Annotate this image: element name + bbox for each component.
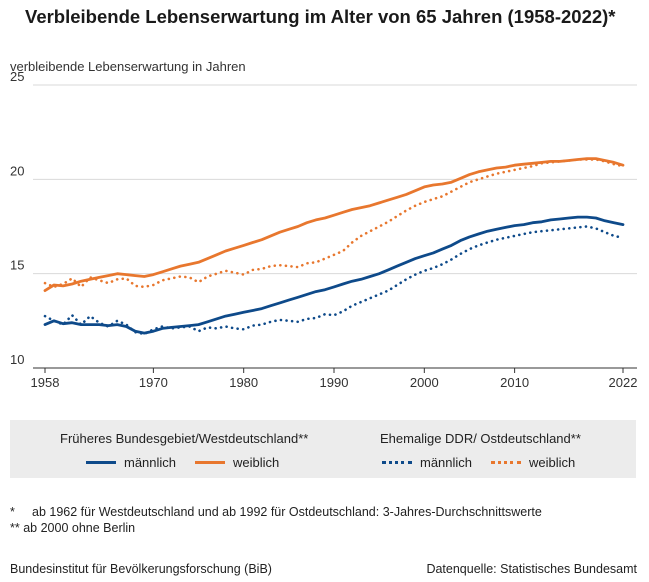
series-line-west-male (43, 215, 625, 335)
legend-swatch-west-male (86, 461, 116, 464)
series-line-west-female (43, 157, 625, 292)
legend-item-west-male: männlich (86, 455, 176, 470)
y-tick-label-20: 20 (10, 163, 24, 178)
legend-label-west-female: weiblich (233, 455, 280, 470)
grid-lines (33, 84, 637, 369)
legend-label-east-male: männlich (420, 455, 473, 470)
footnote-1-text: ab 1962 für Westdeutschland und ab 1992 … (32, 505, 542, 519)
footnote-1-marker: * (10, 505, 15, 519)
series-line-east-female (43, 158, 625, 289)
legend: Früheres Bundesgebiet/Westdeutschland** … (10, 420, 636, 478)
series-line-east-male (43, 225, 625, 336)
legend-item-east-female: weiblich (491, 455, 575, 470)
series-lines (43, 157, 625, 336)
x-tick-label-1980: 1980 (229, 375, 258, 390)
legend-group-west: Früheres Bundesgebiet/Westdeutschland** (60, 431, 309, 446)
legend-group-east: Ehemalige DDR/ Ostdeutschland** (380, 431, 581, 446)
x-tick-label-2010: 2010 (500, 375, 529, 390)
legend-label-east-female: weiblich (529, 455, 576, 470)
footnote-2-text: ab 2000 ohne Berlin (23, 521, 136, 535)
footnotes: * ab 1962 für Westdeutschland und ab 1992… (10, 504, 542, 536)
footnote-2-marker: ** (10, 521, 20, 535)
publisher-credit: Bundesinstitut für Bevölkerungsforschung… (10, 562, 272, 576)
legend-swatch-west-female (195, 461, 225, 464)
data-source: Datenquelle: Statistisches Bundesamt (426, 562, 637, 576)
legend-item-west-female: weiblich (195, 455, 279, 470)
y-axis-label: verbleibende Lebenserwartung in Jahren (10, 59, 246, 74)
x-tick-label-2022: 2022 (609, 375, 638, 390)
x-tick-labels: 1958 1970 1980 1990 2000 2010 2022 (31, 368, 638, 390)
y-tick-label-10: 10 (10, 352, 24, 367)
legend-swatch-east-female (491, 461, 521, 464)
y-tick-label-25: 25 (10, 69, 24, 84)
legend-swatch-east-male (382, 461, 412, 464)
x-tick-label-2000: 2000 (410, 375, 439, 390)
legend-item-east-male: männlich (382, 455, 472, 470)
line-chart: 10 15 20 25 1958 1970 1980 1990 2000 2010 2022 (10, 69, 638, 390)
footnote-2: ** ab 2000 ohne Berlin (10, 520, 542, 536)
footnote-1: * ab 1962 für Westdeutschland und ab 1992… (10, 504, 542, 520)
chart-title: Verbleibende Lebenserwartung im Alter vo… (25, 6, 616, 27)
legend-label-west-male: männlich (124, 455, 177, 470)
x-tick-label-1970: 1970 (139, 375, 168, 390)
y-tick-label-15: 15 (10, 258, 24, 273)
x-tick-label-1958: 1958 (31, 375, 60, 390)
y-tick-labels: 10 15 20 25 (10, 69, 24, 367)
x-tick-label-1990: 1990 (320, 375, 349, 390)
